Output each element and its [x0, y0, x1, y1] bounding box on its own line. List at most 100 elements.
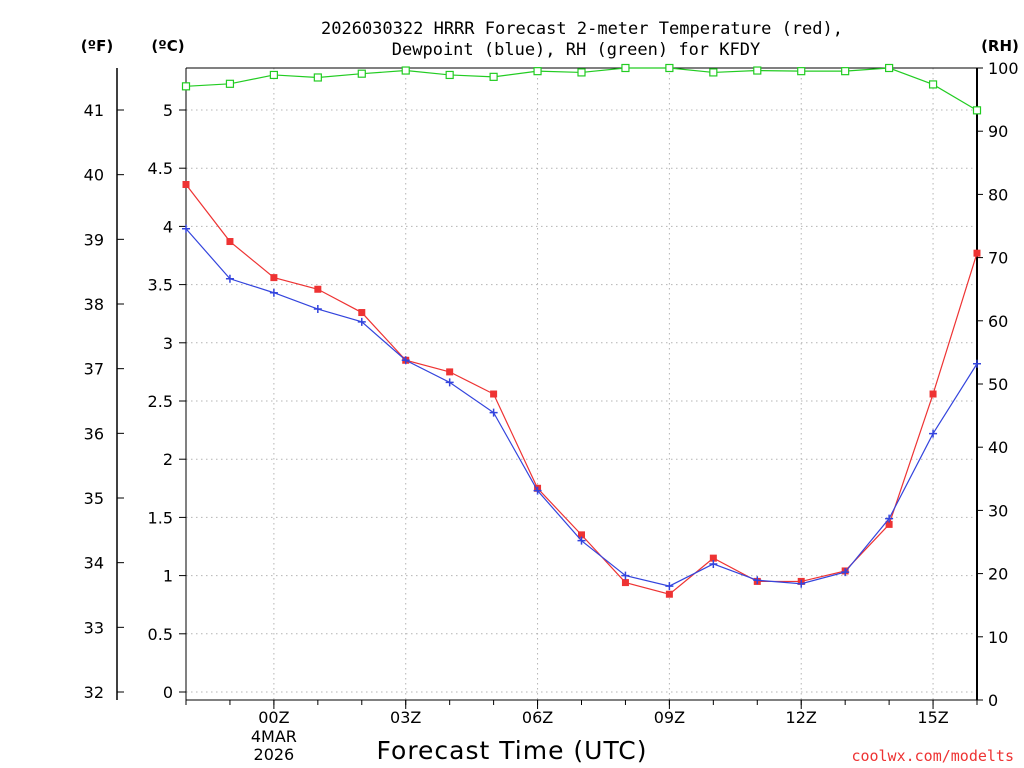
- rh-tick-label: 60: [988, 312, 1008, 331]
- rh-point: [797, 67, 806, 76]
- rh-tick-label: 80: [988, 185, 1008, 204]
- 2-meter-temperature-point: [226, 238, 234, 246]
- rh-point: [401, 66, 410, 75]
- celsius-tick-label: 0: [163, 683, 173, 702]
- 2-meter-temperature-point: [929, 390, 937, 398]
- 2-meter-temperature-point: [578, 531, 585, 539]
- rh-point: [269, 70, 278, 80]
- x-date-label: 4MAR: [251, 727, 297, 746]
- rh-tick-label: 70: [988, 249, 1008, 268]
- fahrenheit-tick-label: 38: [84, 295, 104, 314]
- rh-point: [445, 70, 454, 80]
- celsius-tick-label: 4.5: [148, 159, 173, 178]
- dewpoint-point: [577, 536, 586, 545]
- dewpoint-point: [885, 514, 894, 523]
- series-layer: [181, 63, 982, 598]
- rh-point: [885, 63, 894, 73]
- rh-point: [972, 106, 982, 115]
- x-date-label: 2026: [254, 745, 295, 764]
- dewpoint-point: [313, 305, 322, 314]
- 2-meter-temperature-point: [182, 180, 190, 188]
- dewpoint-point: [973, 359, 981, 368]
- rh-point: [709, 68, 718, 77]
- rh-tick-label: 10: [988, 628, 1008, 647]
- rh-tick-label: 30: [988, 501, 1008, 520]
- rh-tick-label: 90: [988, 122, 1008, 141]
- 2-meter-temperature-point: [314, 285, 322, 293]
- chart-title-line2: Dewpoint (blue), RH (green) for KFDY: [392, 40, 760, 60]
- x-tick-label: 12Z: [786, 708, 817, 727]
- dewpoint-point: [665, 582, 674, 591]
- 2-meter-temperature-point: [885, 520, 893, 528]
- rh-point: [489, 72, 498, 81]
- fahrenheit-tick-label: 39: [84, 230, 104, 249]
- x-tick-label: 03Z: [390, 708, 421, 727]
- rh-point: [577, 68, 586, 77]
- plot-frame: [185, 67, 977, 701]
- x-axis-title: Forecast Time (UTC): [377, 736, 648, 765]
- dewpoint-point: [709, 559, 718, 568]
- axes: 32 33 34 35 36 37 38 39 40 41 0 0.5 1 1.5 2 2.5 3 3.5 4 4.5…: [84, 59, 1019, 764]
- 2-meter-temperature-point: [490, 390, 498, 398]
- dewpoint-point: [225, 274, 234, 283]
- rh-point: [313, 73, 322, 82]
- 2-meter-temperature-point: [270, 274, 278, 282]
- x-tick-label: 15Z: [917, 708, 948, 727]
- rh-point: [665, 63, 674, 73]
- rh-point: [533, 67, 542, 76]
- fahrenheit-tick-label: 32: [84, 683, 104, 702]
- dewpoint-point: [621, 571, 630, 580]
- celsius-tick-label: 5: [163, 101, 173, 120]
- dewpoint-point: [489, 408, 498, 417]
- 2-meter-temperature-point: [621, 579, 629, 587]
- x-tick-label: 00Z: [258, 708, 289, 727]
- x-tick-label: 06Z: [522, 708, 553, 727]
- dewpoint-point: [445, 378, 454, 387]
- grid-lines: [186, 68, 977, 700]
- dewpoint-point: [533, 486, 542, 495]
- 2-meter-temperature-point: [973, 249, 981, 257]
- 2-meter-temperature-point: [709, 554, 717, 562]
- rh-point: [841, 67, 850, 76]
- celsius-unit-label: (ºC): [151, 37, 184, 55]
- fahrenheit-tick-label: 41: [84, 101, 104, 120]
- 2-meter-temperature-point: [665, 590, 673, 598]
- celsius-tick-label: 3.5: [148, 276, 173, 295]
- rh-tick-label: 100: [988, 59, 1019, 78]
- rh-tick-label: 40: [988, 438, 1008, 457]
- rh-tick-label: 50: [988, 375, 1008, 394]
- fahrenheit-unit-label: (ºF): [81, 37, 113, 55]
- rh-tick-label: 0: [988, 691, 998, 710]
- credit-text: coolwx.com/modelts: [851, 747, 1014, 765]
- dewpoint-point: [269, 288, 278, 297]
- fahrenheit-tick-label: 35: [84, 489, 104, 508]
- celsius-tick-label: 3: [163, 334, 173, 353]
- celsius-tick-label: 2.5: [148, 392, 173, 411]
- x-tick-label: 09Z: [654, 708, 685, 727]
- rh-point: [181, 82, 191, 91]
- celsius-tick-label: 0.5: [148, 625, 173, 644]
- chart-title-line1: 2026030322 HRRR Forecast 2-meter Tempera…: [321, 19, 843, 39]
- rh-tick-label: 20: [988, 565, 1008, 584]
- rh-point: [928, 80, 938, 89]
- celsius-tick-label: 4: [163, 217, 173, 236]
- fahrenheit-tick-label: 34: [84, 554, 104, 573]
- celsius-tick-label: 2: [163, 450, 173, 469]
- dewpoint-point: [929, 429, 938, 438]
- dewpoint-point: [401, 356, 410, 365]
- fahrenheit-tick-label: 37: [84, 360, 104, 379]
- celsius-tick-label: 1: [163, 567, 173, 586]
- dewpoint-point: [182, 224, 190, 233]
- 2-meter-temperature-point: [446, 368, 454, 376]
- rh-point: [621, 63, 630, 73]
- celsius-tick-label: 1.5: [148, 508, 173, 527]
- 2-meter-temperature-point: [358, 309, 366, 317]
- rh-point: [225, 79, 235, 88]
- rh-point: [753, 66, 762, 75]
- fahrenheit-tick-label: 33: [84, 618, 104, 637]
- dewpoint-point: [841, 568, 850, 577]
- fahrenheit-tick-label: 40: [84, 166, 104, 185]
- dewpoint-point: [753, 576, 762, 585]
- dewpoint-point: [357, 317, 366, 326]
